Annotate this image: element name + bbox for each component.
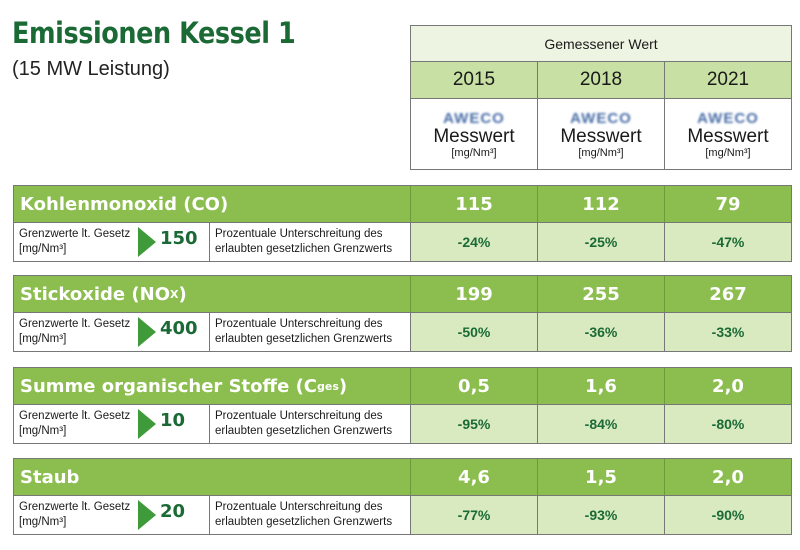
percent-below-limit: -95% bbox=[410, 405, 537, 443]
unit-label: [mg/Nm³] bbox=[451, 146, 497, 159]
arrow-right-icon bbox=[138, 227, 156, 257]
percent-below-limit: -80% bbox=[664, 405, 791, 443]
limit-value: 20 bbox=[160, 501, 186, 522]
pollutant-block: Kohlenmonoxid (CO) 115 112 79 Grenzwerte l… bbox=[13, 185, 792, 262]
percent-below-limit: -93% bbox=[537, 496, 664, 534]
percent-below-limit: -24% bbox=[410, 223, 537, 261]
limit-label: Grenzwerte lt. Gesetz bbox=[19, 501, 131, 513]
desc-line: erlaubten gesetzlichen Grenzwerts bbox=[215, 243, 393, 255]
measured-value: 199 bbox=[410, 276, 537, 312]
desc-line: Prozentuale Unterschreitung des bbox=[215, 318, 383, 330]
limit-unit: [mg/Nm³] bbox=[19, 243, 67, 255]
measured-value: 267 bbox=[664, 276, 791, 312]
pollutant-name-text: Summe organischer Stoffe (C bbox=[20, 375, 317, 397]
pollutant-name: Summe organischer Stoffe (C ges) bbox=[14, 368, 410, 404]
desc-line: Prozentuale Unterschreitung des bbox=[215, 410, 383, 422]
measured-value: 115 bbox=[410, 186, 537, 222]
arrow-right-icon bbox=[138, 317, 156, 347]
limit-label: Grenzwerte lt. Gesetz bbox=[19, 318, 131, 330]
pollutant-name: Kohlenmonoxid (CO) bbox=[14, 186, 410, 222]
percent-below-limit: -77% bbox=[410, 496, 537, 534]
arrow-right-icon bbox=[138, 500, 156, 530]
percent-below-limit: -90% bbox=[664, 496, 791, 534]
measured-value: 2,0 bbox=[664, 459, 791, 495]
page-title: Emissionen Kessel 1 bbox=[12, 16, 296, 50]
limit-cell: Grenzwerte lt. Gesetz [mg/Nm³] 150 bbox=[14, 223, 209, 261]
aweco-logo: AWECO bbox=[570, 109, 632, 127]
aweco-logo: AWECO bbox=[697, 109, 759, 127]
pollutant-name-text: Staub bbox=[20, 466, 80, 488]
measured-value: 4,6 bbox=[410, 459, 537, 495]
year-2018: 2018 bbox=[537, 62, 664, 98]
measure-label: Messwert bbox=[433, 125, 515, 147]
year-2015: 2015 bbox=[452, 69, 496, 90]
pollutant-block: Stickoxide (NO X) 199 255 267 Grenzwerte lt… bbox=[13, 275, 792, 352]
measured-value-header: Gemessener Wert 2015 2018 2021 AWECO Mess… bbox=[410, 25, 792, 170]
measure-label: Messwert bbox=[560, 125, 642, 147]
limit-label: Grenzwerte lt. Gesetz bbox=[19, 228, 131, 240]
pollutant-block: Summe organischer Stoffe (C ges) 0,5 1,6 2,… bbox=[13, 367, 792, 444]
pollutant-name: Stickoxide (NO X) bbox=[14, 276, 410, 312]
desc-line: Prozentuale Unterschreitung des bbox=[215, 228, 383, 240]
desc-line: Prozentuale Unterschreitung des bbox=[215, 501, 383, 513]
unit-label: [mg/Nm³] bbox=[705, 146, 751, 159]
percent-description: Prozentuale Unterschreitung des erlaubten… bbox=[209, 223, 410, 261]
percent-below-limit: -84% bbox=[537, 405, 664, 443]
measured-value: 112 bbox=[537, 186, 664, 222]
group-label: Gemessener Wert bbox=[411, 26, 791, 62]
pollutant-subscript: X bbox=[170, 287, 179, 301]
percent-below-limit: -33% bbox=[664, 313, 791, 351]
limit-cell: Grenzwerte lt. Gesetz [mg/Nm³] 400 bbox=[14, 313, 209, 351]
limit-value: 150 bbox=[160, 228, 198, 249]
percent-below-limit: -47% bbox=[664, 223, 791, 261]
percent-below-limit: -25% bbox=[537, 223, 664, 261]
pollutant-name-suffix: ) bbox=[178, 283, 187, 305]
percent-description: Prozentuale Unterschreitung des erlaubten… bbox=[209, 313, 410, 351]
limit-unit: [mg/Nm³] bbox=[19, 425, 67, 437]
measured-value: 0,5 bbox=[410, 368, 537, 404]
limit-value: 400 bbox=[160, 318, 198, 339]
desc-line: erlaubten gesetzlichen Grenzwerts bbox=[215, 425, 393, 437]
measure-label: Messwert bbox=[687, 125, 769, 147]
percent-below-limit: -50% bbox=[410, 313, 537, 351]
desc-line: erlaubten gesetzlichen Grenzwerts bbox=[215, 516, 393, 528]
measured-value: 79 bbox=[664, 186, 791, 222]
limit-unit: [mg/Nm³] bbox=[19, 516, 67, 528]
aweco-logo: AWECO bbox=[443, 109, 505, 127]
percent-below-limit: -36% bbox=[537, 313, 664, 351]
page-subtitle: (15 MW Leistung) bbox=[12, 58, 170, 80]
pollutant-name-text: Kohlenmonoxid (CO) bbox=[20, 193, 229, 215]
measured-value: 1,6 bbox=[537, 368, 664, 404]
percent-description: Prozentuale Unterschreitung des erlaubten… bbox=[209, 496, 410, 534]
unit-cell: AWECO Messwert [mg/Nm³] bbox=[537, 99, 664, 169]
pollutant-name-text: Stickoxide (NO bbox=[20, 283, 170, 305]
pollutant-block: Staub 4,6 1,5 2,0 Grenzwerte lt. Gesetz [mg… bbox=[13, 458, 792, 535]
percent-description: Prozentuale Unterschreitung des erlaubten… bbox=[209, 405, 410, 443]
limit-value: 10 bbox=[160, 410, 186, 431]
unit-label: [mg/Nm³] bbox=[578, 146, 624, 159]
unit-cell: AWECO Messwert [mg/Nm³] bbox=[411, 99, 537, 169]
pollutant-name: Staub bbox=[14, 459, 410, 495]
measured-value: 255 bbox=[537, 276, 664, 312]
year-2021: 2021 bbox=[664, 62, 791, 98]
desc-line: erlaubten gesetzlichen Grenzwerts bbox=[215, 333, 393, 345]
limit-unit: [mg/Nm³] bbox=[19, 333, 67, 345]
limit-cell: Grenzwerte lt. Gesetz [mg/Nm³] 10 bbox=[14, 405, 209, 443]
limit-label: Grenzwerte lt. Gesetz bbox=[19, 410, 131, 422]
unit-cell: AWECO Messwert [mg/Nm³] bbox=[664, 99, 791, 169]
pollutant-subscript: ges bbox=[317, 379, 339, 393]
pollutant-name-suffix: ) bbox=[338, 375, 348, 397]
measured-value: 2,0 bbox=[664, 368, 791, 404]
measured-value: 1,5 bbox=[537, 459, 664, 495]
limit-cell: Grenzwerte lt. Gesetz [mg/Nm³] 20 bbox=[14, 496, 209, 534]
arrow-right-icon bbox=[138, 409, 156, 439]
